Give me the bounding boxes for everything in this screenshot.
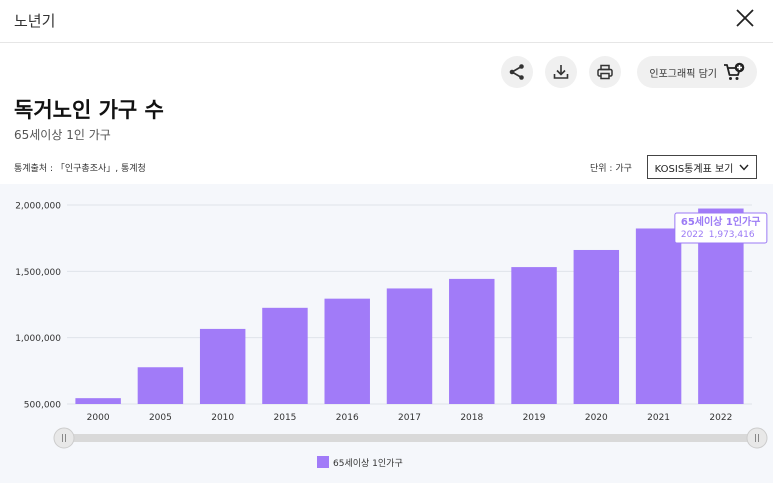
download-icon [554, 65, 569, 79]
close-icon [736, 9, 754, 27]
y-tick-label: 500,000 [24, 401, 61, 411]
bar[interactable] [199, 328, 246, 404]
range-slider-right-handle[interactable] [746, 427, 768, 449]
x-tick-label: 2000 [87, 413, 110, 423]
download-button[interactable] [545, 56, 578, 88]
add-infographic-button[interactable]: 인포그래픽 담기 [637, 56, 757, 88]
range-slider-left-handle[interactable] [53, 427, 75, 449]
legend-label: 65세이상 1인가구 [333, 458, 403, 469]
x-tick-label: 2016 [336, 413, 359, 423]
tooltip-title: 65세이상 1인가구 [681, 215, 761, 228]
tooltip-value: 2022 1,973,416 [681, 230, 755, 240]
infographic-label: 인포그래픽 담기 [649, 68, 717, 80]
x-tick-label: 2010 [211, 413, 234, 423]
x-tick-label: 2021 [647, 413, 670, 423]
range-slider-track[interactable] [64, 434, 756, 442]
legend-swatch [317, 456, 329, 468]
tooltip-box [674, 212, 768, 244]
x-tick-label: 2017 [398, 413, 421, 423]
x-tick-label: 2005 [149, 413, 172, 423]
chart-subtitle: 65세이상 1인 가구 [14, 128, 111, 142]
y-tick-label: 1,500,000 [15, 268, 61, 278]
share-icon [510, 64, 525, 80]
bar[interactable] [635, 228, 682, 404]
bar[interactable] [511, 267, 557, 404]
unit-label: 단위 : 가구 [590, 164, 632, 174]
chart-area: 500,000 1,000,000 1,500,000 2,000,000 2000 2… [0, 184, 773, 483]
close-button[interactable] [733, 6, 757, 30]
bar[interactable] [137, 367, 184, 404]
kosis-table-button[interactable]: KOSIS통계표 보기 [647, 155, 757, 179]
legend-item[interactable]: 65세이상 1인가구 [317, 456, 403, 469]
x-tick-label: 2019 [523, 413, 546, 423]
toolbar: 인포그래픽 담기 [501, 56, 757, 88]
bar[interactable] [386, 288, 433, 404]
x-tick-label: 2015 [274, 413, 297, 423]
x-tick-label: 2020 [585, 413, 608, 423]
kosis-button-label: KOSIS통계표 보기 [654, 163, 734, 175]
header-title: 노년기 [14, 12, 56, 30]
source-label: 통계출처 : 「인구총조사」, 통계청 [14, 164, 146, 174]
tooltip-number: 1,973,416 [709, 230, 755, 240]
chart-title: 독거노인 가구 수 [14, 98, 164, 122]
bar-chart: 500,000 1,000,000 1,500,000 2,000,000 2000 2… [15, 202, 768, 469]
share-button[interactable] [501, 56, 534, 88]
bar[interactable] [449, 278, 495, 404]
x-tick-label: 2018 [460, 413, 483, 423]
tooltip-year: 2022 [681, 230, 704, 240]
bar[interactable] [262, 307, 308, 404]
bar[interactable] [75, 398, 121, 404]
print-button[interactable] [589, 56, 622, 88]
bar[interactable] [573, 249, 620, 404]
print-icon [597, 64, 614, 80]
bar[interactable] [324, 298, 370, 404]
chevron-down-icon [739, 164, 749, 171]
y-tick-label: 2,000,000 [15, 202, 61, 212]
header-bar: 노년기 [0, 0, 773, 43]
x-tick-label: 2022 [709, 413, 732, 423]
y-tick-label: 1,000,000 [15, 334, 61, 344]
cart-plus-icon [724, 62, 745, 80]
